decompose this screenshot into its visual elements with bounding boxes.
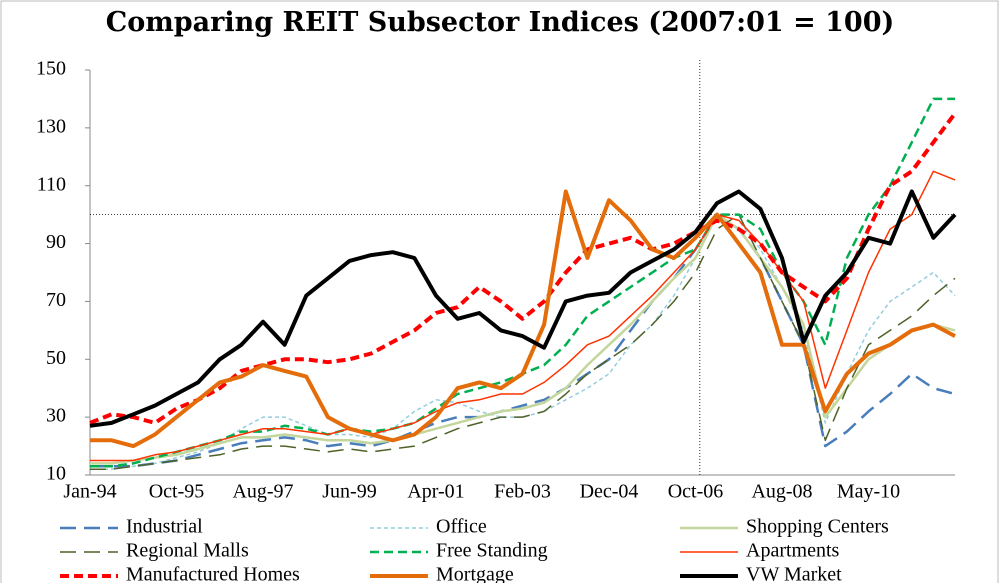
legend-label: Shopping Centers xyxy=(746,516,889,538)
x-tick-label: Jun-99 xyxy=(322,481,376,503)
y-tick-label: 130 xyxy=(36,115,66,137)
legend-label: Free Standing xyxy=(436,540,548,562)
legend-label: Industrial xyxy=(126,516,203,538)
legend-label: Apartments xyxy=(746,540,840,562)
x-tick-label: Aug-97 xyxy=(232,481,293,503)
legend-label: Office xyxy=(436,516,487,538)
y-tick-label: 70 xyxy=(46,289,66,311)
legend-label: Manufactured Homes xyxy=(126,564,300,583)
y-tick-label: 30 xyxy=(46,405,66,427)
x-tick-label: Apr-01 xyxy=(407,481,464,503)
x-tick-label: Dec-04 xyxy=(580,481,639,503)
series-line xyxy=(89,189,957,428)
legend-label: VW Market xyxy=(746,564,842,583)
legend-label: Regional Malls xyxy=(126,540,249,562)
y-tick-label: 150 xyxy=(36,58,66,80)
x-tick-label: Oct-06 xyxy=(668,481,724,503)
legend-label: Mortgage xyxy=(436,564,514,583)
x-tick-label: Aug-08 xyxy=(751,481,812,503)
x-tick-label: Feb-03 xyxy=(494,481,551,503)
y-tick-label: 90 xyxy=(46,231,66,253)
y-tick-label: 10 xyxy=(46,463,66,485)
y-tick-label: 110 xyxy=(37,173,66,195)
y-tick-label: 50 xyxy=(46,347,66,369)
x-tick-label: May-10 xyxy=(837,481,900,503)
x-tick-label: Oct-95 xyxy=(149,481,205,503)
series-line xyxy=(90,189,956,449)
x-tick-label: Jan-94 xyxy=(63,481,116,503)
series-line xyxy=(90,213,956,465)
series-line xyxy=(90,213,956,470)
chart-title: Comparing REIT Subsector Indices (2007:0… xyxy=(105,7,895,38)
